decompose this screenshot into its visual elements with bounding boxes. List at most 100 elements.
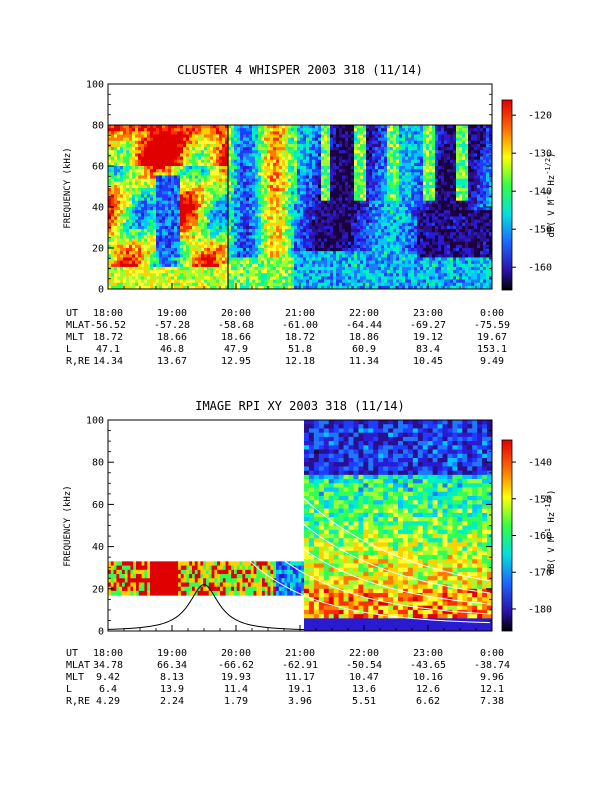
spectrogram-cell [303,254,307,258]
spectrogram-cell [135,150,139,154]
spectrogram-cell [132,200,136,205]
spectrogram-cell [363,207,367,211]
spectrogram-cell [381,282,385,287]
spectrogram-cell [219,251,223,255]
spectrogram-cell [249,203,253,208]
spectrogram-cell [231,194,235,199]
spectrogram-cell [117,150,121,154]
spectrogram-cell [261,159,265,164]
spectrogram-cell [237,238,241,243]
spectrogram-cell [165,159,169,164]
spectrogram-cell [276,150,280,154]
spectrogram-cell [372,266,376,271]
spectrogram-cell [162,244,166,249]
spectrogram-cell [240,159,244,164]
spectrogram-cell [366,134,370,139]
spectrogram-cell [144,188,148,192]
spectrogram-cell [357,203,361,208]
spectrogram-cell [288,200,292,205]
spectrogram-cell [312,251,316,255]
spectrogram-cell [114,147,118,151]
spectrogram-cell [144,140,148,145]
spectrogram-cell [144,169,148,173]
spectrogram-cell [267,222,271,227]
spectrogram-cell [342,276,346,281]
spectrogram-cell [309,266,313,271]
spectrogram-cell [390,219,394,224]
spectrogram-cell [126,128,130,132]
spectrogram-cell [324,260,328,265]
spectrogram-cell [156,140,160,145]
spectrogram-cell [189,254,193,258]
spectrogram-cell [276,128,280,132]
spectrogram-cell [381,137,385,142]
spectrogram-cell [195,188,199,192]
spectrogram-cell [318,181,322,186]
spectrogram-cell [351,162,355,167]
spectrogram-cell [147,260,151,265]
spectrogram-cell [384,285,388,289]
spectrogram-cell [240,257,244,262]
spectrogram-cell [108,238,112,243]
spectrogram-cell [234,207,238,211]
spectrogram-cell [351,143,355,148]
spectrogram-cell [342,225,346,230]
spectrogram-cell [258,175,262,180]
spectrogram-cell [291,273,295,277]
spectrogram-cell [234,244,238,249]
spectrogram-cell [273,203,277,208]
spectrogram-cell [213,273,217,277]
spectrogram-cell [330,213,334,217]
spectrogram-cell [351,184,355,189]
spectrogram-cell [261,194,265,199]
spectrogram-cell [276,191,280,195]
spectrogram-cell [318,207,322,211]
spectrogram-cell [291,140,295,145]
spectrogram-cell [195,222,199,227]
spectrogram-cell [270,257,274,262]
spectrogram-cell [339,251,343,255]
spectrogram-cell [183,260,187,265]
spectrogram-cell [309,172,313,176]
spectrogram-cell [234,229,238,233]
spectrogram-cell [171,172,175,176]
spectrogram-cell [264,273,268,277]
spectrogram-cell [288,140,292,145]
spectrogram-cell [294,169,298,173]
spectrogram-cell [339,134,343,139]
spectrogram-cell [123,213,127,217]
spectrogram-cell [276,276,280,281]
spectrogram-cell [375,150,379,154]
spectrogram-cell [210,140,214,145]
spectrogram-cell [348,273,352,277]
spectrogram-cell [258,137,262,142]
spectrogram-cell [183,251,187,255]
spectrogram-cell [198,169,202,173]
spectrogram-cell [375,169,379,173]
spectrogram-cell [111,200,115,205]
spectrogram-cell [297,241,301,246]
spectrogram-cell [309,134,313,139]
spectrogram-cell [108,134,112,139]
spectrogram-cell [222,181,226,186]
spectrogram-cell [141,241,145,246]
spectrogram-cell [120,156,124,161]
spectrogram-cell [108,147,112,151]
spectrogram-cell [219,229,223,233]
spectrogram-cell [381,257,385,262]
spectrogram-cell [267,248,271,252]
spectrogram-cell [276,257,280,262]
spectrogram-cell [339,153,343,158]
spectrogram-cell [366,156,370,161]
spectrogram-cell [249,181,253,186]
spectrogram-cell [381,143,385,148]
spectrogram-cell [165,260,169,265]
spectrogram-cell [387,169,391,173]
spectrogram-cell [375,175,379,180]
spectrogram-cell [228,273,232,277]
spectrogram-cell [279,159,283,164]
spectrogram-cell [135,140,139,145]
spectrogram-cell [210,279,214,284]
spectrogram-cell [336,172,340,176]
spectrogram-cell [384,222,388,227]
